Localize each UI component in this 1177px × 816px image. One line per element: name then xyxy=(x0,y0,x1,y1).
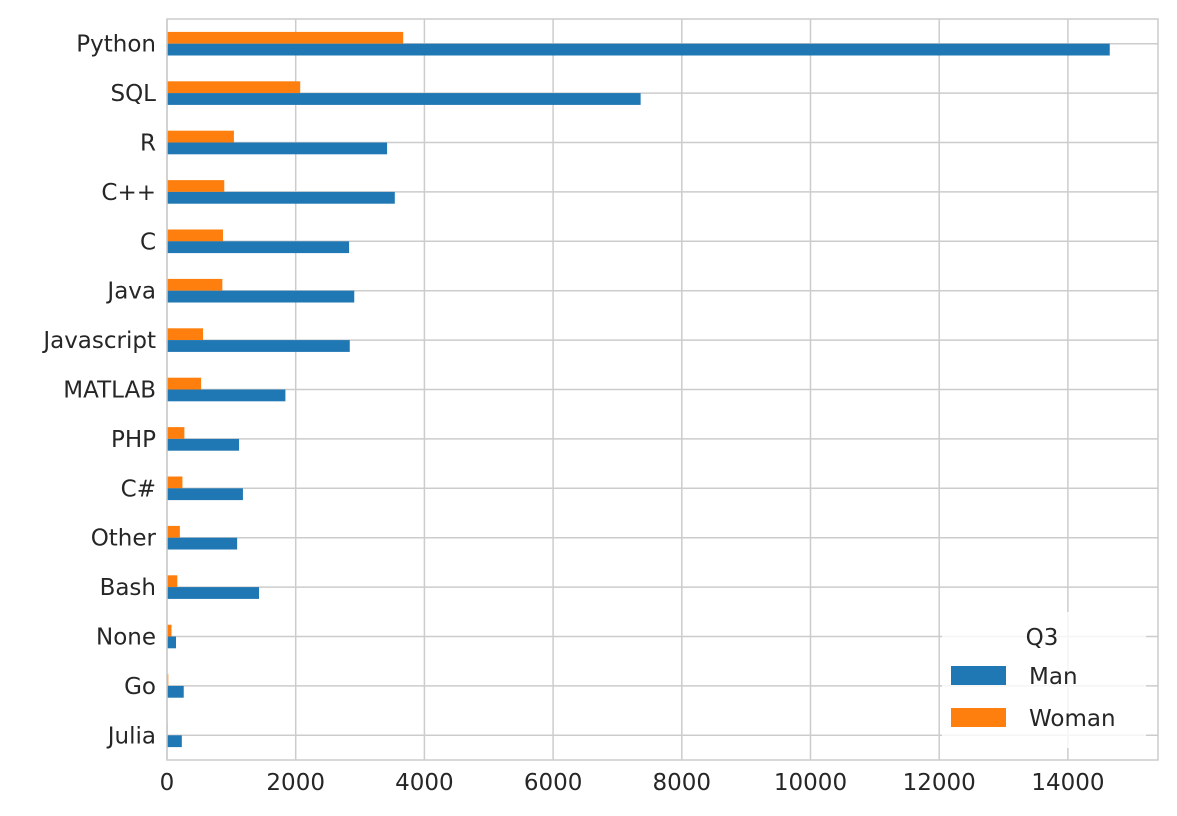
bar-woman xyxy=(167,575,178,588)
y-tick-label: Java xyxy=(105,279,156,305)
bar-man xyxy=(167,735,182,748)
legend-swatch-woman xyxy=(951,708,1006,727)
bar-woman xyxy=(167,229,223,242)
x-tick-label: 8000 xyxy=(653,770,712,796)
bars xyxy=(167,31,1110,748)
bar-woman xyxy=(167,328,204,341)
bar-man xyxy=(167,587,260,599)
y-tick-label: MATLAB xyxy=(63,378,156,404)
bar-man xyxy=(167,438,240,451)
y-tick-label: R xyxy=(140,131,156,157)
y-tick-label: C xyxy=(140,229,156,255)
x-tick-label: 10000 xyxy=(774,770,847,796)
y-tick-label: Bash xyxy=(100,575,156,601)
x-tick-label: 0 xyxy=(160,770,175,796)
y-tick-label: Julia xyxy=(106,723,156,749)
bar-man xyxy=(167,537,238,550)
bar-man xyxy=(167,43,1110,56)
bar-woman xyxy=(167,624,172,637)
bar-man xyxy=(167,488,243,501)
bar-woman xyxy=(167,180,225,192)
y-tick-label: SQL xyxy=(110,81,156,107)
y-tick-label: Other xyxy=(91,526,157,552)
x-tick-label: 12000 xyxy=(903,770,976,796)
bar-man xyxy=(167,389,286,402)
legend-items: Man Woman xyxy=(951,664,1116,732)
bar-woman xyxy=(167,130,234,143)
legend-swatch-man xyxy=(951,666,1006,685)
bar-woman xyxy=(167,278,223,291)
bar-man xyxy=(167,685,184,698)
bar-woman xyxy=(167,31,404,44)
bar-woman xyxy=(167,81,301,94)
plot-frame xyxy=(166,18,1159,761)
bar-man xyxy=(167,241,350,254)
bar-man xyxy=(167,191,395,204)
legend: Q3 Man Woman xyxy=(942,612,1146,748)
x-tick-label: 14000 xyxy=(1031,770,1104,796)
bar-man xyxy=(167,636,177,649)
y-tick-label: C# xyxy=(121,476,156,502)
x-tick-label: 4000 xyxy=(395,770,454,796)
legend-label-woman: Woman xyxy=(1029,706,1116,732)
bar-man xyxy=(167,93,641,105)
x-tick-labels: 0 2000 4000 6000 8000 10000 12000 14000 xyxy=(160,770,1105,796)
y-tick-label: None xyxy=(96,625,156,651)
y-tick-labels: Python SQL R C++ C Java Javascript MATLAB PHP C# O… xyxy=(41,32,156,750)
bar-man xyxy=(167,142,388,155)
bar-woman xyxy=(167,476,183,489)
y-tick-label: C++ xyxy=(101,180,156,206)
bar-man xyxy=(167,340,350,352)
y-tick-label: Python xyxy=(76,32,156,58)
y-tick-label: Go xyxy=(124,674,156,700)
bar-woman xyxy=(167,377,202,390)
x-tick-label: 6000 xyxy=(524,770,583,796)
bar-man xyxy=(167,290,355,303)
bar-woman xyxy=(167,525,180,538)
x-tick-label: 2000 xyxy=(266,770,325,796)
bar-woman xyxy=(167,427,185,439)
legend-label-man: Man xyxy=(1029,664,1078,690)
legend-title: Q3 xyxy=(1026,625,1059,651)
y-tick-label: PHP xyxy=(111,427,156,453)
y-tick-label: Javascript xyxy=(41,328,156,354)
